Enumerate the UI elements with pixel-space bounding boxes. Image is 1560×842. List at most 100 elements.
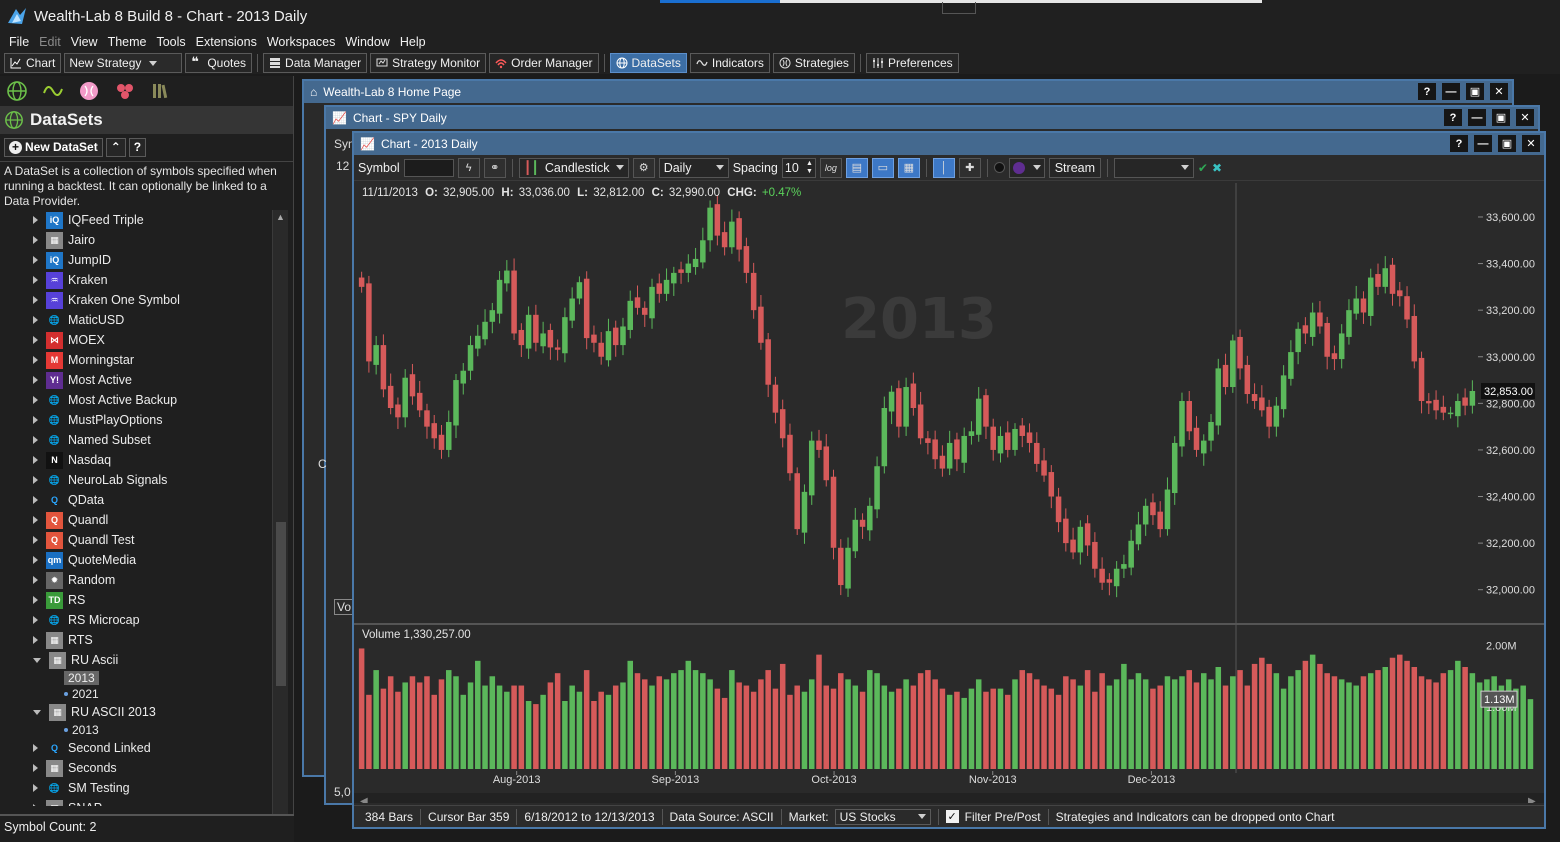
horizontal-scrollbar[interactable] [354,793,1544,803]
expand-right-icon[interactable] [33,636,38,644]
expand-right-icon[interactable] [33,744,38,752]
checkbox-checked-icon[interactable]: ✓ [945,810,959,823]
expand-right-icon[interactable] [33,764,38,772]
dataset-item[interactable]: iQ JumpID [0,250,272,270]
dataset-item[interactable]: Y! Most Active [0,370,272,390]
maximize-button[interactable]: ▣ [1466,83,1484,100]
order-manager-button[interactable]: Order Manager [489,53,599,73]
home-page-titlebar[interactable]: ⌂ Wealth-Lab 8 Home Page [304,81,1512,103]
dataset-item[interactable]: M Morningstar [0,350,272,370]
spy-chart-titlebar[interactable]: 📈 Chart - SPY Daily [326,107,1538,129]
stream-button[interactable]: Stream [1048,157,1101,178]
order-dropdown[interactable] [1113,157,1194,178]
dataset-child[interactable]: 2021 [0,686,272,702]
expand-down-icon[interactable] [33,657,41,663]
menu-file[interactable]: File [9,35,30,49]
close-button[interactable]: ✕ [1490,83,1508,100]
expand-right-icon[interactable] [33,216,38,224]
menu-extensions[interactable]: Extensions [195,35,257,49]
globe-icon[interactable] [6,80,28,102]
help-button[interactable]: ? [1444,109,1462,126]
expand-right-icon[interactable] [33,436,38,444]
minimize-button[interactable]: — [1468,109,1486,126]
spacing-stepper[interactable]: 10 ▲ ▼ [781,157,816,178]
log-scale-button[interactable]: log [819,157,842,178]
expand-right-icon[interactable] [33,784,38,792]
expand-right-icon[interactable] [33,596,38,604]
library-icon[interactable] [150,80,172,102]
expand-right-icon[interactable] [33,396,38,404]
close-button[interactable]: ✕ [1522,135,1540,152]
expand-right-icon[interactable] [33,576,38,584]
datasets-button[interactable]: DataSets [609,53,687,73]
dataset-item[interactable]: Q Quandl [0,510,272,530]
menu-help[interactable]: Help [399,35,426,49]
expand-right-icon[interactable] [33,256,38,264]
dataset-item[interactable]: TD RS [0,590,272,610]
scroll-thumb[interactable] [276,522,286,686]
strategy-monitor-button[interactable]: Strategy Monitor [370,53,487,73]
save-icon[interactable]: ▦ [897,157,920,178]
expand-right-icon[interactable] [33,496,38,504]
expand-right-icon[interactable] [33,616,38,624]
dataset-item[interactable]: iQ IQFeed Triple [0,210,272,230]
expand-right-icon[interactable] [33,376,38,384]
expand-down-icon[interactable] [33,709,41,715]
title-grip[interactable] [942,2,976,14]
close-button[interactable]: ✕ [1516,109,1534,126]
strategies-button[interactable]: Strategies [772,53,855,73]
dataset-item[interactable]: 🌐 NeuroLab Signals [0,470,272,490]
expand-right-icon[interactable] [33,804,38,806]
expand-right-icon[interactable] [33,476,38,484]
minimize-button[interactable]: — [1442,83,1460,100]
menu-tools[interactable]: Tools [156,35,186,49]
cancel-icon[interactable]: ✖ [1211,160,1222,175]
dataset-item[interactable]: 🌐 MustPlayOptions [0,410,272,430]
help-button[interactable]: ? [1418,83,1436,100]
expand-right-icon[interactable] [33,296,38,304]
preferences-button[interactable]: Preferences [865,53,959,73]
cursor-line-icon[interactable]: │ [932,157,955,178]
market-dropdown[interactable]: US Stocks [834,808,931,825]
price-chart[interactable]: 2013 11/11/2013 O: 32,905.00 H: 33,036.0… [354,183,1544,803]
dataset-item[interactable]: ♒ Kraken One Symbol [0,290,272,310]
dataset-item[interactable]: 🌐 Most Active Backup [0,390,272,410]
dataset-item[interactable]: Q QData [0,490,272,510]
expand-right-icon[interactable] [33,416,38,424]
scroll-right-icon[interactable]: ▶ [1528,796,1536,803]
dataset-item[interactable]: N Nasdaq [0,450,272,470]
expand-right-icon[interactable] [33,556,38,564]
wave-icon[interactable] [42,80,64,102]
indicators-button[interactable]: Indicators [689,53,770,73]
dataset-item[interactable]: ▦ RU Ascii [0,650,272,670]
expand-right-icon[interactable] [33,276,38,284]
maximize-button[interactable]: ▣ [1492,109,1510,126]
help-button[interactable]: ? [1450,135,1468,152]
dataset-item[interactable]: Q Second Linked [0,738,272,758]
menu-window[interactable]: Window [345,35,390,49]
expand-right-icon[interactable] [33,236,38,244]
lightning-icon[interactable]: ϟ [457,157,480,178]
expand-right-icon[interactable] [33,316,38,324]
pane-icon[interactable]: ▤ [845,157,868,178]
dataset-item[interactable]: 🌐 RS Microcap [0,610,272,630]
scroll-up-icon[interactable]: ▲ [276,212,285,222]
dataset-item[interactable]: ▦ Jairo [0,230,272,250]
filter-pre-post[interactable]: ✓ Filter Pre/Post [939,808,1049,825]
dataset-item[interactable]: ▦ RU ASCII 2013 [0,702,272,722]
layout-icon[interactable]: ▭ [871,157,894,178]
data-manager-button[interactable]: Data Manager [263,53,368,73]
minimize-button[interactable]: — [1474,135,1492,152]
molecule-icon[interactable] [114,80,136,102]
dataset-item[interactable]: 🌐 MaticUSD [0,310,272,330]
main-chart-titlebar[interactable]: 📈 Chart - 2013 Daily [354,133,1544,155]
chart-style-dropdown[interactable]: ┃┃ Candlestick [518,157,629,178]
menu-view[interactable]: View [70,35,98,49]
dataset-item[interactable]: ♒ Kraken [0,270,272,290]
scroll-left-icon[interactable]: ◀ [360,796,368,803]
menu-theme[interactable]: Theme [107,35,147,49]
collapse-all-button[interactable]: ⌃ [105,137,126,157]
dataset-child[interactable]: 2013 [0,722,272,738]
quotes-button[interactable]: ❝ Quotes [185,53,253,73]
expand-right-icon[interactable] [33,336,38,344]
